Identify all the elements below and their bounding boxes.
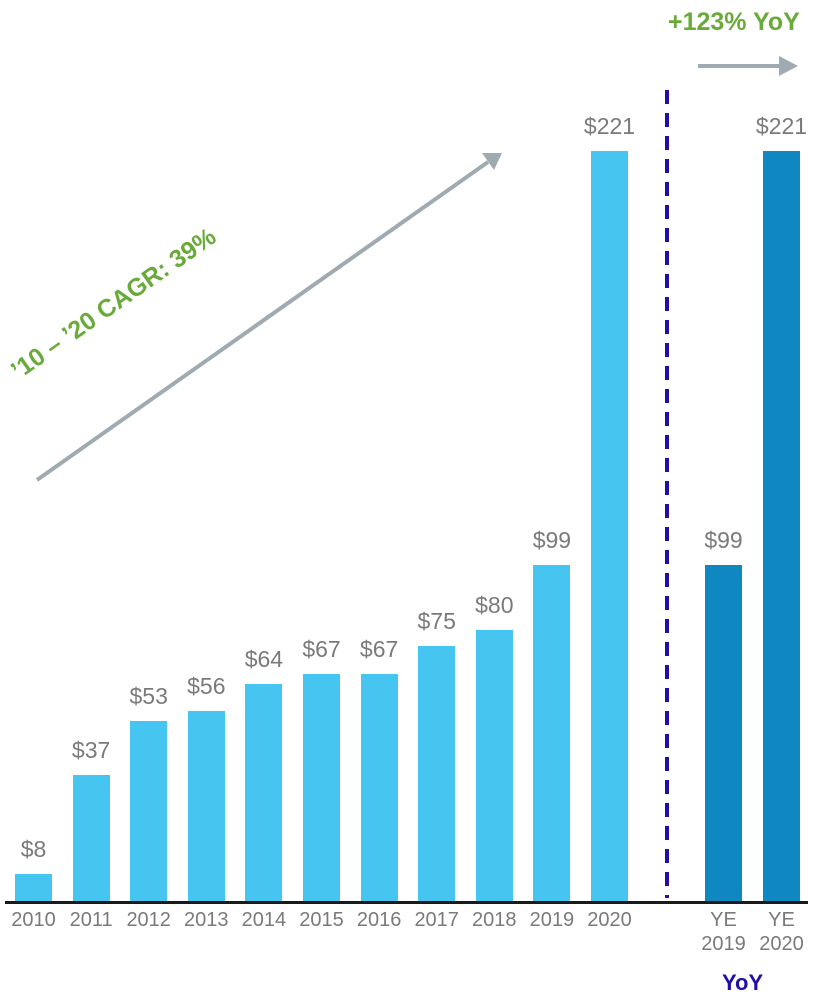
tick-label-line: 2017 [414,909,459,931]
bar [15,874,52,901]
x-axis-tick-label: 2015 [287,908,357,932]
bar [763,151,800,901]
x-axis-tick-label: 2010 [0,908,69,932]
bar [705,565,742,901]
x-axis-tick-label: YE 2019 [689,908,759,956]
bar-value-label: $80 [475,592,514,618]
x-axis-tick-label: 2016 [344,908,414,932]
bar [591,151,628,901]
tick-label-line: 2020 [759,933,804,955]
bar [360,674,398,901]
bar-value-label: $75 [417,608,456,634]
bar [475,630,513,901]
bar-value-label: $56 [187,673,226,699]
bar [187,711,225,901]
x-axis-tick-label: 2017 [402,908,472,932]
tick-label-line: 2014 [241,909,287,931]
x-axis-tick-label: 2019 [517,908,587,932]
bar-value-label: $99 [704,527,743,553]
tick-label-line: 2010 [11,909,56,931]
tick-label-line: 2011 [69,909,113,931]
bar-value-label: $221 [583,113,636,139]
bar [130,721,168,901]
bar [245,684,283,901]
x-axis-tick-label: 2020 [575,908,645,932]
bar [72,775,110,901]
x-axis-tick-label: 2013 [171,908,241,932]
tick-label-line: 2019 [701,933,746,955]
bar-value-label: $53 [129,683,168,709]
bar-value-label: $37 [71,737,111,763]
x-axis-line [5,901,808,904]
bar-value-label: $99 [532,527,572,553]
tick-label-line: 2015 [299,909,344,931]
x-axis-tick-label: 2014 [229,908,299,932]
bar-value-label: $8 [20,836,47,862]
bar [533,565,571,901]
tick-label-line: 2019 [529,909,575,931]
bar-value-label: $64 [244,646,284,672]
tick-label-line: 2012 [126,909,171,931]
yoy-group-label: YoY [722,970,764,995]
x-axis-tick-label: 2012 [114,908,184,932]
bar [303,674,340,901]
tick-label-line: 2020 [587,909,632,931]
tick-label-line: 2013 [184,909,229,931]
x-axis-tick-label: YE 2020 [747,908,817,956]
bar-value-label: $67 [359,636,399,662]
bar-value-label: $221 [755,113,808,139]
yoy-growth-annotation: +123% YoY [668,8,800,36]
bar-value-label: $67 [302,636,341,662]
tick-label-line: 2016 [356,909,402,931]
tick-label-line: YE [710,909,737,931]
bar [418,646,456,901]
x-axis-tick-label: 2011 [56,908,126,932]
x-axis-tick-label: 2018 [459,908,529,932]
tick-label-line: YE [768,909,795,931]
tick-label-line: 2018 [472,909,517,931]
